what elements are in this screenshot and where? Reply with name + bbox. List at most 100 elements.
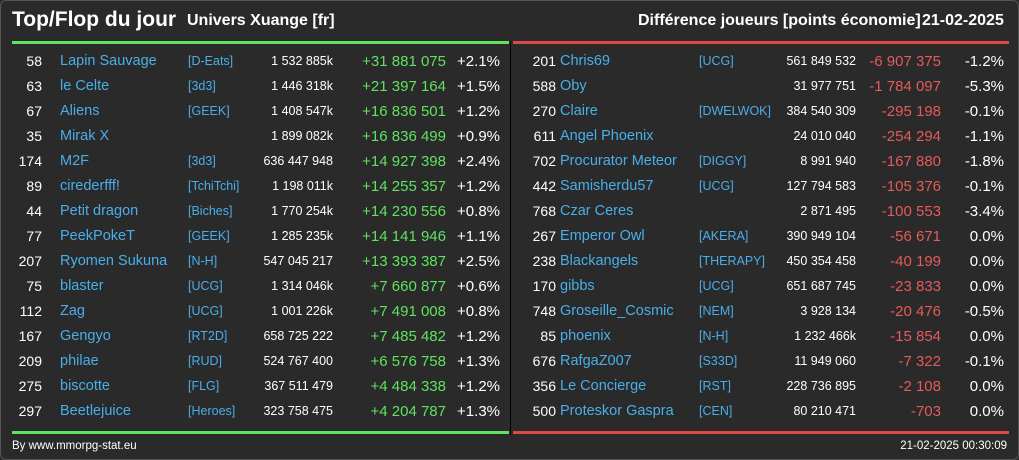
player-name-link[interactable]: Blackangels — [560, 253, 639, 269]
percent-change: +1.3% — [457, 353, 500, 370]
alliance-tag-link[interactable]: [RT2D] — [188, 329, 228, 343]
player-name-link[interactable]: blaster — [60, 278, 104, 294]
alliance-tag-link[interactable]: [DWELWOK] — [699, 104, 771, 118]
percent-change: 0.0% — [969, 403, 1004, 420]
points-difference: -56 671 — [890, 228, 941, 245]
alliance-tag-link[interactable]: [UCG] — [699, 279, 734, 293]
alliance-tag-link[interactable]: [UCG] — [699, 179, 734, 193]
alliance-tag-link[interactable]: [UCG] — [188, 279, 223, 293]
alliance-tag-link[interactable]: [UCG] — [699, 54, 734, 68]
player-name-link[interactable]: Groseille_Cosmic — [560, 303, 674, 319]
player-name-link[interactable]: Procurator Meteor — [560, 153, 677, 169]
points-difference: -105 376 — [881, 178, 941, 195]
percent-change: +2.1% — [457, 53, 500, 70]
points-difference: +16 836 501 — [362, 103, 446, 120]
player-row: 267 Emperor Owl [AKERA] 390 949 104 -56 671 0… — [513, 223, 1018, 248]
player-row: 67 Aliens [GEEK] 1 408 547k +16 836 501 +1.2% — [1, 98, 510, 123]
percent-change: 0.0% — [969, 253, 1004, 270]
player-rank: 63 — [26, 78, 42, 94]
player-name-link[interactable]: PeekPokeT — [60, 228, 135, 244]
player-name-link[interactable]: gibbs — [560, 278, 595, 294]
player-name-link[interactable]: Claire — [560, 103, 598, 119]
player-row: 270 Claire [DWELWOK] 384 540 309 -295 198 -0.… — [513, 98, 1018, 123]
player-name-link[interactable]: Oby — [560, 78, 587, 94]
player-name-link[interactable]: cirederfff! — [60, 178, 120, 194]
player-row: 112 Zag [UCG] 1 001 226k +7 491 008 +0.8% — [1, 298, 510, 323]
top-gainers-list: 58 Lapin Sauvage [D-Eats] 1 532 885k +31 881… — [1, 48, 510, 423]
player-row: 63 le Celte [3d3] 1 446 318k +21 397 164 +1.5… — [1, 73, 510, 98]
player-row: 35 Mirak X 1 899 082k +16 836 499 +0.9% — [1, 123, 510, 148]
player-row: 748 Groseille_Cosmic [NEM] 3 928 134 -20 476… — [513, 298, 1018, 323]
player-name-link[interactable]: phoenix — [560, 328, 611, 344]
alliance-tag-link[interactable]: [NEM] — [699, 304, 734, 318]
percent-change: -1.1% — [964, 128, 1004, 145]
percent-change: 0.0% — [969, 278, 1004, 295]
alliance-tag-link[interactable]: [CEN] — [699, 404, 733, 418]
player-name-link[interactable]: Angel Phoenix — [560, 128, 654, 144]
alliance-tag-link[interactable]: [GEEK] — [188, 104, 230, 118]
points-difference: -6 907 375 — [869, 53, 941, 70]
alliance-tag-link[interactable]: [Heroes] — [188, 404, 236, 418]
player-rank: 442 — [532, 178, 556, 194]
alliance-tag-link[interactable]: [TchiTchi] — [188, 179, 240, 193]
points-difference: +7 660 877 — [370, 278, 447, 295]
player-name-link[interactable]: Chris69 — [560, 53, 610, 69]
alliance-tag-link[interactable]: [DIGGY] — [699, 154, 747, 168]
universe-label: Univers Xuange [fr] — [187, 12, 335, 29]
alliance-tag-link[interactable]: [D-Eats] — [188, 54, 234, 68]
alliance-tag-link[interactable]: [AKERA] — [699, 229, 749, 243]
player-name-link[interactable]: Lapin Sauvage — [60, 53, 157, 69]
alliance-tag-link[interactable]: [FLG] — [188, 379, 220, 393]
player-name-link[interactable]: Petit dragon — [60, 203, 139, 219]
difference-label: Différence joueurs [points économie] — [638, 12, 921, 29]
points-difference: +21 397 164 — [362, 78, 446, 95]
alliance-tag-link[interactable]: [RUD] — [188, 354, 223, 368]
player-rank: 170 — [532, 278, 556, 294]
player-rank: 44 — [26, 203, 42, 219]
player-row: 500 Proteskor Gaspra [CEN] 80 210 471 -703 0.… — [513, 398, 1018, 423]
percent-change: +2.4% — [457, 153, 500, 170]
player-rank: 356 — [532, 378, 556, 394]
player-name-link[interactable]: Aliens — [60, 103, 100, 119]
player-name-link[interactable]: biscotte — [60, 378, 110, 394]
player-name-link[interactable]: Ryomen Sukuna — [60, 253, 168, 269]
player-rank: 89 — [26, 178, 42, 194]
player-rank: 611 — [533, 128, 556, 144]
top-separator-loss — [513, 41, 1009, 44]
player-name-link[interactable]: Zag — [60, 303, 85, 319]
player-points: 2 871 495 — [800, 204, 856, 218]
player-name-link[interactable]: Mirak X — [60, 128, 110, 144]
alliance-tag-link[interactable]: [Biches] — [188, 204, 233, 218]
alliance-tag-link[interactable]: [UCG] — [188, 304, 223, 318]
alliance-tag-link[interactable]: [N-H] — [188, 254, 218, 268]
alliance-tag-link[interactable]: [N-H] — [699, 329, 729, 343]
points-difference: +31 881 075 — [362, 53, 446, 70]
player-name-link[interactable]: Le Concierge — [560, 378, 647, 394]
player-name-link[interactable]: Emperor Owl — [560, 228, 645, 244]
alliance-tag-link[interactable]: [THERAPY] — [699, 254, 765, 268]
player-points: 1 232 466k — [794, 329, 856, 343]
alliance-tag-link[interactable]: [GEEK] — [188, 229, 230, 243]
player-rank: 676 — [532, 353, 556, 369]
alliance-tag-link[interactable]: [3d3] — [188, 154, 216, 168]
percent-change: -5.3% — [964, 78, 1004, 95]
player-row: 75 blaster [UCG] 1 314 046k +7 660 877 +0.6% — [1, 273, 510, 298]
player-name-link[interactable]: RafgaZ007 — [560, 353, 632, 369]
player-points: 11 949 060 — [794, 354, 856, 368]
player-name-link[interactable]: Czar Ceres — [560, 203, 634, 219]
player-name-link[interactable]: Beetlejuice — [60, 403, 131, 419]
points-difference: +13 393 387 — [362, 253, 446, 270]
alliance-tag-link[interactable]: [S33D] — [699, 354, 738, 368]
player-name-link[interactable]: M2F — [60, 153, 89, 169]
alliance-tag-link[interactable]: [3d3] — [188, 79, 216, 93]
player-points: 1 198 011k — [272, 179, 333, 193]
player-name-link[interactable]: Samisherdu57 — [560, 178, 654, 194]
player-name-link[interactable]: Gengyo — [60, 328, 111, 344]
alliance-tag-link[interactable]: [RST] — [699, 379, 731, 393]
percent-change: -1.2% — [964, 53, 1004, 70]
player-name-link[interactable]: Proteskor Gaspra — [560, 403, 674, 419]
player-row: 676 RafgaZ007 [S33D] 11 949 060 -7 322 -0.1% — [513, 348, 1018, 373]
player-name-link[interactable]: le Celte — [60, 78, 110, 94]
player-name-link[interactable]: philae — [60, 353, 99, 369]
